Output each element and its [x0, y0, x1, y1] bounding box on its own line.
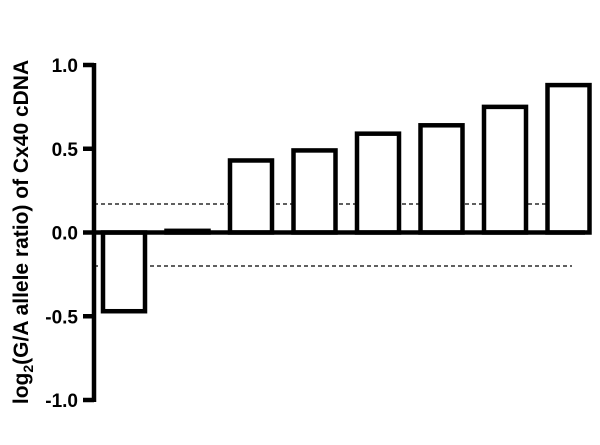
bar-5: [354, 131, 402, 235]
y-tick-label: 0.0: [52, 224, 78, 245]
y-axis-title-prefix: log: [10, 373, 33, 405]
bar-4: [291, 148, 338, 235]
y-tick-label: 0.5: [52, 140, 79, 161]
y-axis-title-suffix: (G/A allele ratio) of Cx40 cDNA: [10, 60, 33, 365]
bar-7: [481, 104, 529, 235]
y-tick-label: -1.0: [45, 391, 78, 412]
bar-1: [100, 230, 148, 314]
y-axis-title-subscript: 2: [20, 365, 36, 373]
bar-8: [545, 82, 592, 235]
y-ticks: 1.0 0.5 0.0 -0.5 -1.0: [45, 56, 94, 412]
bars: [100, 82, 592, 314]
y-tick-label: -0.5: [45, 307, 78, 328]
bar-6: [418, 123, 465, 235]
y-tick-label: 1.0: [52, 56, 78, 77]
y-axis-title: log2(G/A allele ratio) of Cx40 cDNA: [10, 60, 36, 404]
bar-3: [227, 158, 275, 235]
